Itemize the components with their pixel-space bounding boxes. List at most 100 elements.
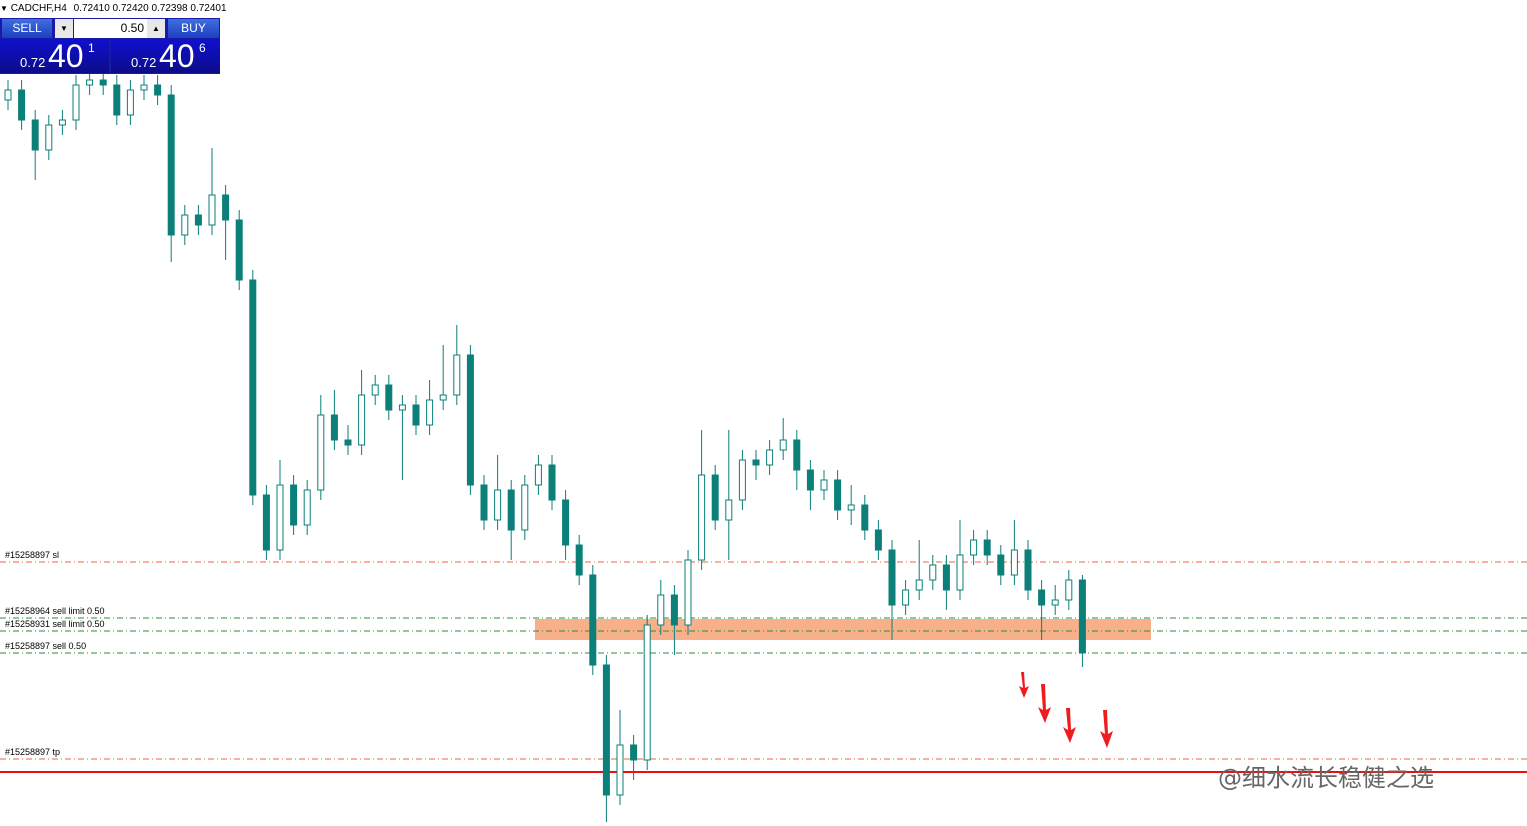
zone (535, 619, 1151, 640)
candle-body (725, 499, 733, 521)
candle-body (358, 394, 366, 446)
candle-body (398, 404, 406, 411)
price-small: 6 (199, 41, 206, 55)
candle-body (317, 414, 325, 491)
candle-body (453, 354, 461, 396)
quote: 0.72410 0.72420 0.72398 0.72401 (73, 3, 227, 14)
candle-body (684, 559, 692, 626)
candle-body (154, 84, 162, 96)
candle-body (752, 459, 760, 466)
candle-body (1051, 599, 1059, 606)
candle-body (330, 414, 338, 441)
candle-body (18, 89, 26, 121)
candle-body (888, 549, 896, 606)
candle-body (113, 84, 121, 116)
candle-body (902, 589, 910, 606)
price-prefix: 0.72 (131, 55, 157, 70)
price-big: 40 (48, 38, 84, 74)
candle-body (698, 474, 706, 561)
candle-body (86, 79, 94, 86)
candle-body (412, 404, 420, 426)
buy-button[interactable]: BUY (168, 19, 219, 38)
volume-down[interactable]: ▼ (55, 19, 73, 38)
price-big: 40 (159, 38, 195, 74)
arrows (1019, 672, 1113, 748)
candle-body (643, 624, 651, 761)
candle-body (1078, 579, 1086, 654)
candle-body (4, 89, 12, 101)
candle-body (793, 439, 801, 471)
candle-body (31, 119, 39, 151)
candle-body (956, 554, 964, 591)
candle-body (385, 384, 393, 411)
candle-body (779, 439, 787, 451)
candle-body (711, 474, 719, 521)
symbol: CADCHF,H4 (10, 3, 67, 14)
candle-body (766, 449, 774, 466)
chart-header: ▼ CADCHF,H4 0.72410 0.72420 0.72398 0.72… (0, 3, 227, 14)
candle-body (970, 539, 978, 556)
candle-body (630, 744, 638, 761)
candle-body (222, 194, 230, 221)
candle-body (72, 84, 80, 121)
candle-body (602, 664, 610, 796)
order-label: #15258897 sell 0.50 (5, 641, 86, 651)
candle-body (874, 529, 882, 551)
sell-price[interactable]: 0.72 40 1 (0, 38, 109, 74)
candle-body (439, 394, 447, 401)
red-arrow (1019, 672, 1029, 698)
candle-body (507, 489, 515, 531)
candle-body (235, 219, 243, 281)
candle-body (983, 539, 991, 556)
candle-body (426, 399, 434, 426)
candle-body (208, 194, 216, 226)
candle-body (466, 354, 474, 486)
volume-input[interactable]: 0.50 (74, 19, 147, 38)
candle-body (290, 484, 298, 526)
candle-body (140, 84, 148, 91)
candle-body (575, 544, 583, 576)
candle-body (738, 459, 746, 501)
candle-body (58, 119, 66, 126)
candle-body (99, 79, 107, 86)
buy-price[interactable]: 0.72 40 6 (111, 38, 220, 74)
order-label: #15258897 tp (5, 747, 60, 757)
candle-body (1038, 589, 1046, 606)
candle-body (847, 504, 855, 511)
candle-body (1065, 579, 1073, 601)
candle-body (344, 439, 352, 446)
candle-body (521, 484, 529, 531)
one-click-panel: SELL ▼ 0.50 ▲ BUY 0.72 40 1 0.72 40 6 (0, 18, 220, 74)
candle-body (548, 464, 556, 501)
candle-body (657, 594, 665, 626)
candle-body (915, 579, 923, 591)
candle-body (303, 489, 311, 526)
candle-body (820, 479, 828, 491)
candle-body (929, 564, 937, 581)
red-arrow (1100, 710, 1113, 748)
order-label: #15258964 sell limit 0.50 (5, 606, 105, 616)
red-arrow (1063, 708, 1076, 743)
price-prefix: 0.72 (20, 55, 46, 70)
price-small: 1 (88, 41, 95, 55)
order-label: #15258897 sl (5, 550, 59, 560)
red-arrow (1038, 684, 1051, 723)
candle-body (194, 214, 202, 226)
candle-body (494, 489, 502, 521)
candle-body (45, 124, 53, 151)
candle-body (480, 484, 488, 521)
order-label: #15258931 sell limit 0.50 (5, 619, 105, 629)
candle-body (806, 469, 814, 491)
candle-body (181, 214, 189, 236)
candle-body (942, 564, 950, 591)
candle-body (262, 494, 270, 551)
candle-body (861, 504, 869, 531)
candle-body (1024, 549, 1032, 591)
candle-body (589, 574, 597, 666)
sell-button[interactable]: SELL (2, 19, 52, 38)
candle-body (249, 279, 257, 496)
candle-body (997, 554, 1005, 576)
candle-body (534, 464, 542, 486)
volume-up[interactable]: ▲ (147, 19, 165, 38)
